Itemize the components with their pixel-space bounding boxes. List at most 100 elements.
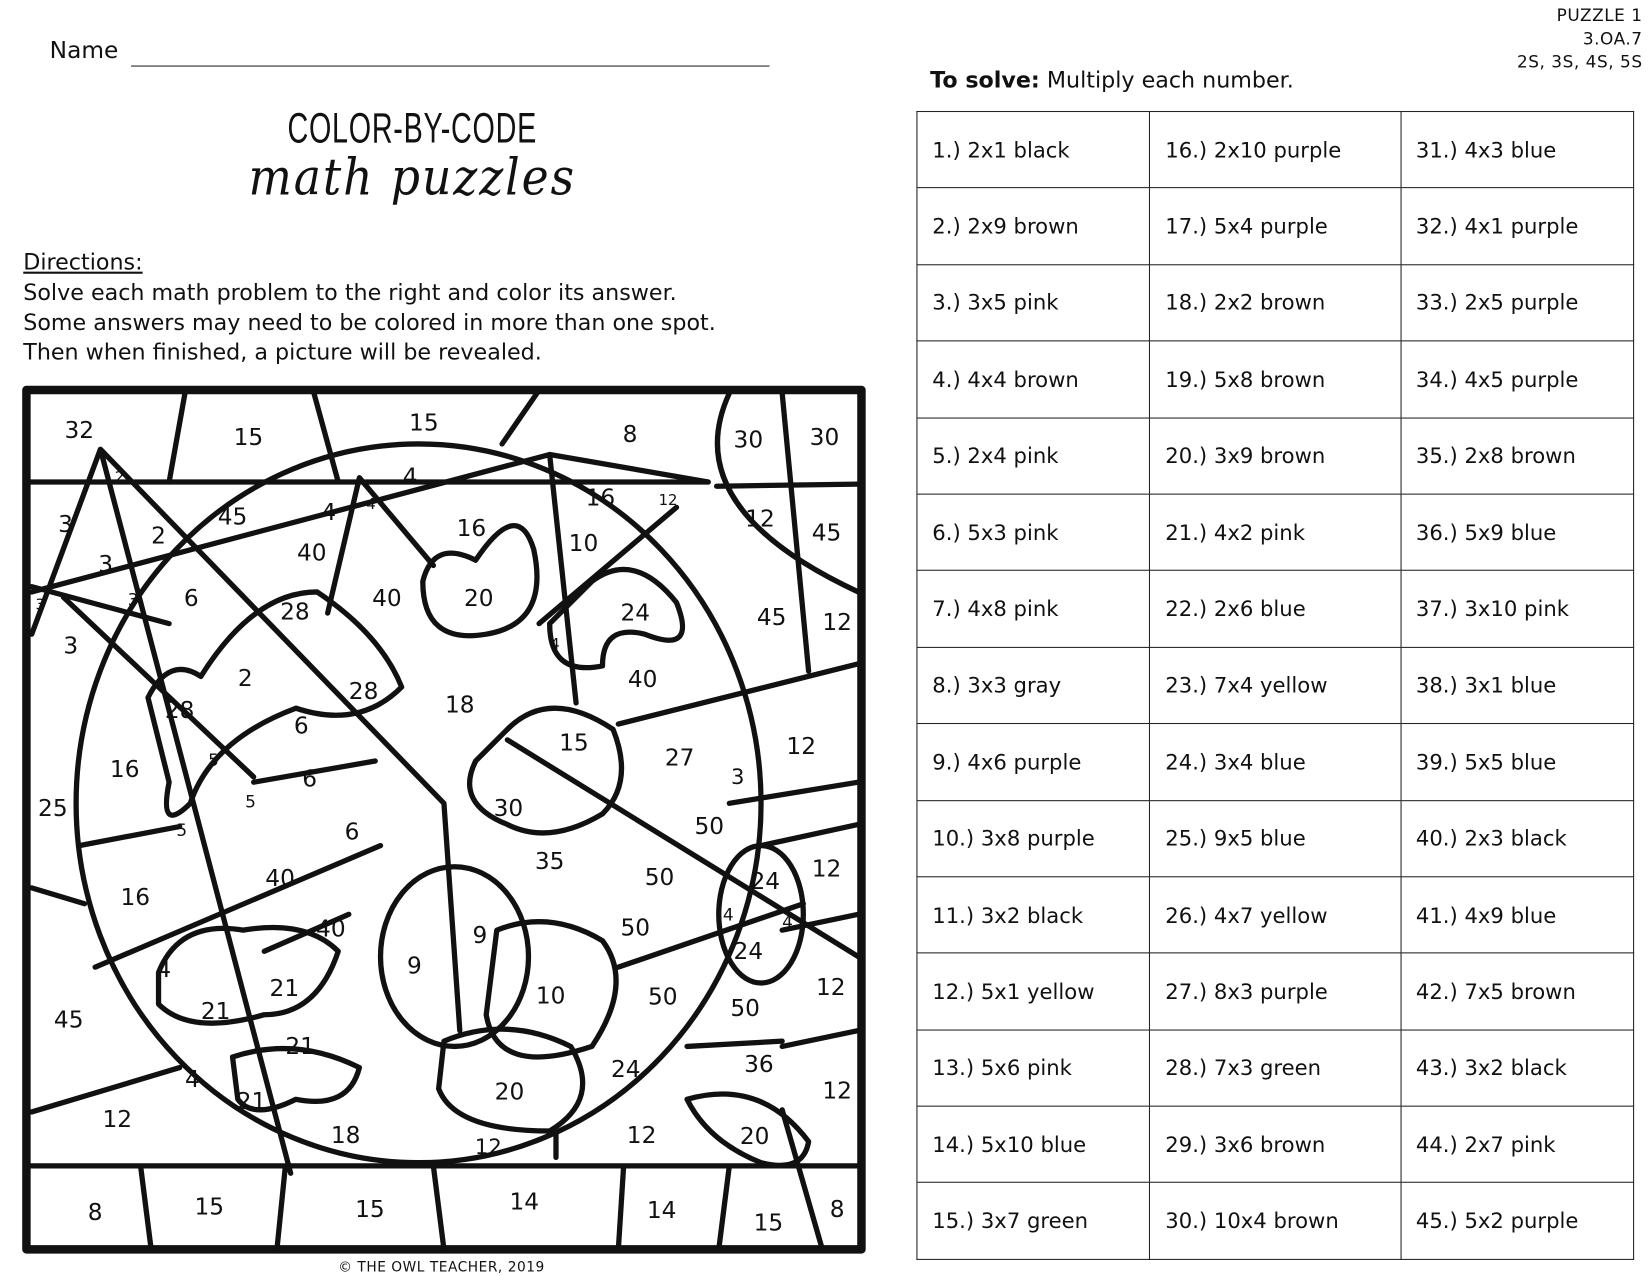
table-row: 5.) 2x4 pink 20.) 3x9 brown 35.) 2x8 brown — [916, 417, 1635, 495]
region-number[interactable]: 15 — [355, 1196, 385, 1223]
region-number[interactable]: 9 — [472, 922, 487, 949]
region-number[interactable]: 45 — [757, 604, 787, 631]
region-number[interactable]: 24 — [611, 1056, 641, 1083]
code-cell: 32.) 4x1 purple — [1400, 187, 1635, 266]
region-number[interactable]: 50 — [648, 983, 678, 1010]
region-number[interactable]: 4 — [550, 636, 559, 653]
region-number[interactable]: 4 — [723, 904, 734, 924]
region-number[interactable]: 3 — [128, 589, 139, 609]
region-number[interactable]: 18 — [331, 1122, 361, 1149]
region-number[interactable]: 6 — [184, 585, 199, 612]
region-number[interactable]: 4 — [403, 463, 418, 490]
region-number[interactable]: 40 — [265, 865, 295, 892]
region-number[interactable]: 15 — [754, 1210, 784, 1237]
region-number[interactable]: 8 — [88, 1199, 103, 1226]
region-number[interactable]: 35 — [535, 848, 565, 875]
region-number[interactable]: 8 — [623, 421, 638, 448]
region-number[interactable]: 16 — [586, 484, 616, 511]
region-number[interactable]: 18 — [445, 692, 475, 719]
region-number[interactable]: 50 — [694, 813, 724, 840]
region-number[interactable]: 21 — [237, 1088, 267, 1115]
top-band-dividers — [166, 390, 540, 485]
region-number[interactable]: 12 — [822, 1077, 852, 1104]
region-number[interactable]: 5 — [245, 791, 256, 811]
region-number[interactable]: 20 — [464, 585, 494, 612]
region-number[interactable]: 30 — [734, 426, 764, 453]
region-number[interactable]: 4 — [321, 499, 336, 526]
region-number[interactable]: 25 — [38, 795, 68, 822]
region-number[interactable]: 16 — [110, 756, 140, 783]
region-number[interactable]: 28 — [165, 697, 195, 724]
region-number[interactable]: 15 — [409, 409, 439, 436]
region-number[interactable]: 20 — [495, 1078, 525, 1105]
name-field-line[interactable] — [131, 65, 770, 67]
table-row: 13.) 5x6 pink 28.) 7x3 green 43.) 3x2 blac… — [916, 1029, 1635, 1107]
region-number[interactable]: 6 — [294, 713, 309, 740]
region-number[interactable]: 14 — [509, 1188, 539, 1215]
region-number[interactable]: 50 — [645, 864, 675, 891]
region-number[interactable]: 3 — [98, 551, 113, 578]
region-number[interactable]: 21 — [285, 1033, 315, 1060]
region-number[interactable]: 4 — [156, 956, 171, 983]
region-number[interactable]: 4 — [782, 912, 793, 932]
region-number[interactable]: 12 — [103, 1106, 133, 1133]
region-number[interactable]: 30 — [810, 424, 840, 451]
region-number[interactable]: 16 — [457, 515, 487, 542]
region-number[interactable]: 3 — [63, 632, 78, 659]
region-number[interactable]: 3 — [35, 597, 44, 614]
region-number[interactable]: 40 — [628, 666, 658, 693]
region-number[interactable]: 12 — [659, 492, 678, 509]
region-number[interactable]: 5 — [176, 820, 187, 840]
region-number[interactable]: 16 — [120, 884, 150, 911]
region-number[interactable]: 40 — [372, 585, 402, 612]
region-number[interactable]: 28 — [349, 678, 379, 705]
region-number[interactable]: 5 — [208, 750, 219, 770]
code-cell: 17.) 5x4 purple — [1149, 187, 1402, 266]
region-number[interactable]: 36 — [744, 1051, 774, 1078]
region-number[interactable]: 15 — [194, 1194, 224, 1221]
region-number[interactable]: 14 — [647, 1197, 677, 1224]
region-number[interactable]: 15 — [559, 730, 589, 757]
region-number[interactable]: 2 — [238, 665, 253, 692]
region-number[interactable]: 10 — [536, 982, 566, 1009]
region-number[interactable]: 3 — [731, 764, 744, 789]
region-number[interactable]: 4 — [185, 1066, 200, 1093]
region-number[interactable]: 10 — [569, 530, 599, 557]
region-number[interactable]: 15 — [234, 424, 264, 451]
region-number[interactable]: 24 — [750, 868, 780, 895]
region-number[interactable]: 12 — [816, 974, 846, 1001]
region-number[interactable]: 32 — [64, 417, 94, 444]
blob-21-lower — [229, 1045, 363, 1113]
region-number[interactable]: 45 — [812, 519, 842, 546]
region-number[interactable]: 2 — [115, 469, 124, 486]
region-number[interactable]: 45 — [218, 503, 248, 530]
region-number[interactable]: 12 — [475, 1134, 502, 1159]
region-number[interactable]: 6 — [302, 766, 317, 793]
region-number[interactable]: 40 — [297, 539, 327, 566]
region-number[interactable]: 20 — [740, 1123, 770, 1150]
region-number[interactable]: 21 — [201, 998, 231, 1025]
region-number[interactable]: 50 — [730, 995, 760, 1022]
region-number[interactable]: 12 — [822, 609, 852, 636]
region-number[interactable]: 40 — [316, 916, 346, 943]
code-cell: 22.) 2x6 blue — [1149, 570, 1402, 648]
region-number[interactable]: 24 — [620, 600, 650, 627]
region-number[interactable]: 12 — [745, 506, 775, 533]
region-number[interactable]: 30 — [494, 795, 524, 822]
region-number[interactable]: 12 — [627, 1122, 657, 1149]
region-number[interactable]: 6 — [345, 818, 360, 845]
region-number[interactable]: 8 — [830, 1196, 845, 1223]
table-row: 15.) 3x7 green 30.) 10x4 brown 45.) 5x2 pu… — [916, 1182, 1635, 1260]
region-number[interactable]: 9 — [407, 953, 422, 980]
region-number[interactable]: 27 — [665, 744, 695, 771]
region-number[interactable]: 45 — [54, 1007, 84, 1034]
region-number[interactable]: 12 — [812, 855, 842, 882]
region-number[interactable]: 24 — [734, 938, 764, 965]
region-number[interactable]: 2 — [151, 522, 166, 549]
region-number[interactable]: 3 — [58, 511, 73, 538]
region-number[interactable]: 28 — [280, 599, 310, 626]
region-number[interactable]: 50 — [620, 915, 650, 942]
region-number[interactable]: 4 — [366, 496, 375, 513]
region-number[interactable]: 21 — [270, 975, 300, 1002]
region-number[interactable]: 12 — [786, 733, 816, 760]
